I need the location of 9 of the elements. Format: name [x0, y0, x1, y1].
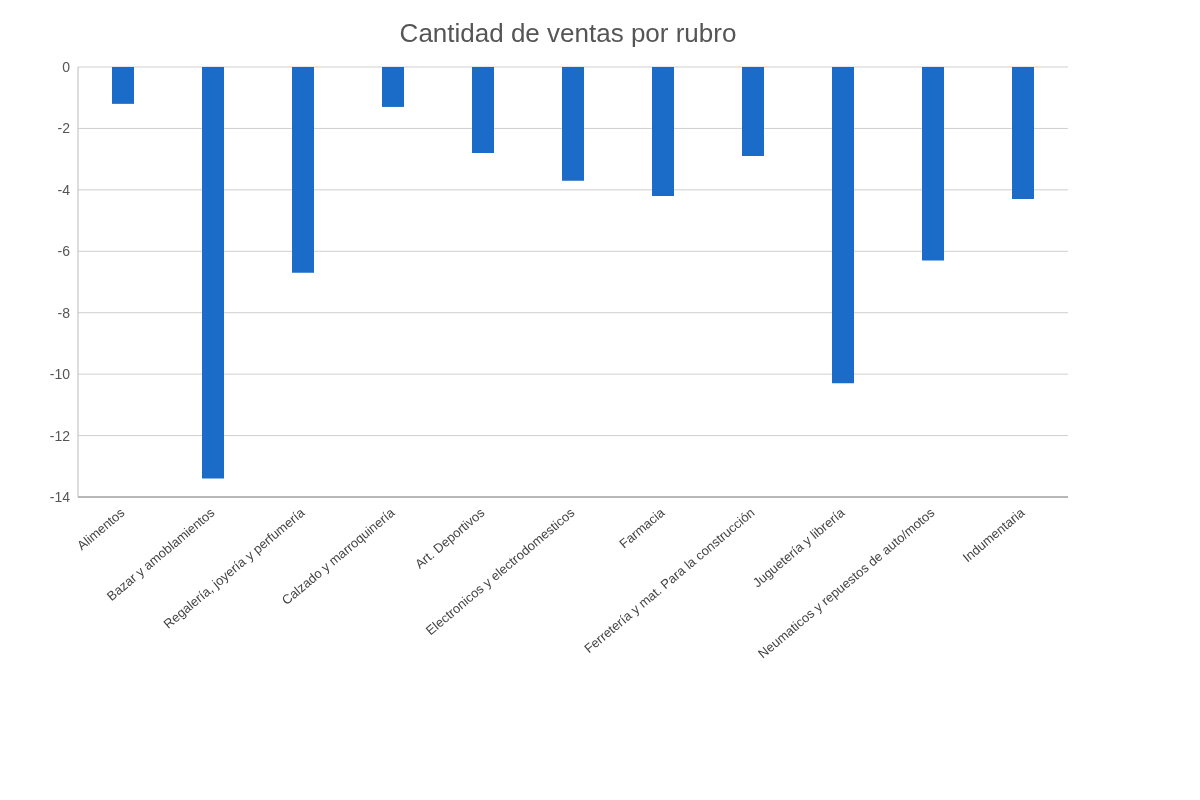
y-tick-label: -2 — [57, 120, 71, 137]
y-tick-label: -6 — [57, 243, 71, 260]
y-tick-label: -12 — [49, 427, 71, 444]
y-tick-label: -10 — [49, 366, 71, 383]
chart-title: Cantidad de ventas por rubro — [398, 18, 738, 49]
y-tick-label: -8 — [57, 304, 71, 321]
y-tick-label: -14 — [49, 488, 71, 505]
y-tick-label: -4 — [57, 181, 71, 198]
y-tick-label: 0 — [62, 58, 71, 75]
